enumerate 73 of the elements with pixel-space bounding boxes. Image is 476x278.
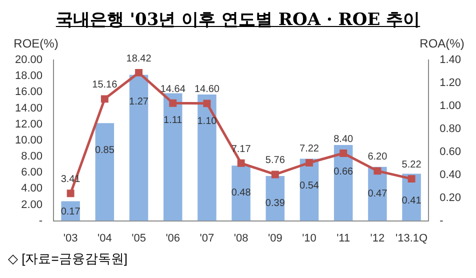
x-tick-label: '03 (63, 232, 78, 244)
data-label: 0.66 (334, 166, 354, 178)
y-tick-label: 8.00 (21, 150, 43, 163)
x-tick-label: '04 (98, 232, 112, 244)
bar (95, 123, 114, 221)
y-tick-label: 4.00 (21, 182, 43, 195)
bar (163, 93, 182, 221)
point (100, 95, 108, 103)
data-label: 6.20 (368, 152, 388, 163)
point (135, 68, 142, 76)
y2-axis-title: ROA(%) (420, 36, 464, 50)
x-tick-label: '13.1Q (396, 232, 428, 244)
y-tick-label: 6.00 (21, 166, 43, 179)
x-tick-label: '06 (166, 232, 180, 244)
data-label: 5.22 (402, 160, 422, 171)
data-label: 0.39 (265, 198, 286, 209)
y2-tick-label: 0.40 (440, 168, 462, 181)
text: ◇ [자료=금융감독원] (8, 250, 128, 268)
bar (232, 166, 250, 221)
point (203, 100, 211, 108)
y-tick-label: 20.00 (14, 54, 43, 66)
y-tick-label: 10.00 (14, 134, 43, 146)
y-tick-label: 2.00 (21, 198, 43, 211)
data-label: 0.54 (300, 180, 320, 192)
data-label: 14.60 (194, 84, 220, 96)
bar (402, 174, 421, 221)
data-label: 5.76 (265, 155, 286, 166)
x-tick-label: '08 (234, 232, 248, 244)
x-tick-label: '09 (268, 232, 282, 244)
x-tick-label: '12 (370, 232, 385, 244)
data-label: 0.41 (402, 195, 422, 206)
y2-tick-label: 0.60 (440, 146, 462, 158)
data-label: 7.22 (300, 144, 320, 154)
data-label: 8.40 (334, 134, 354, 146)
y-axis-title: ROE(%) (14, 36, 58, 50)
data-label: 1.11 (164, 115, 183, 126)
data-label: 0.48 (231, 187, 252, 198)
y-tick-label: 16.00 (14, 86, 43, 98)
bar (334, 144, 353, 221)
data-label: 15.16 (92, 80, 118, 91)
y2-tick-label: 1.20 (440, 77, 462, 90)
data-label: 1.27 (129, 96, 149, 108)
point (408, 175, 416, 183)
x-tick-label: '11 (336, 232, 350, 244)
point (66, 190, 74, 198)
bar (368, 166, 387, 221)
data-label: 1.10 (197, 116, 218, 128)
data-label: 0.17 (60, 206, 81, 218)
data-label: 18.42 (126, 53, 152, 64)
y-tick-label: 12.00 (14, 118, 43, 130)
bar (198, 94, 216, 221)
data-label: 0.85 (94, 144, 115, 156)
point (374, 167, 382, 175)
x-tick-label: '10 (302, 232, 316, 244)
y2-tick-label: 1.40 (440, 54, 462, 66)
data-label: 14.64 (160, 84, 186, 95)
bar (129, 74, 148, 221)
y2-tick-label: 0.20 (440, 192, 462, 204)
y2-tick-label: 1.00 (440, 100, 462, 112)
y-tick-label: - (38, 214, 43, 227)
point (340, 150, 348, 157)
x-tick-label: '07 (200, 232, 214, 244)
point (169, 99, 177, 107)
data-label: 0.47 (368, 188, 388, 200)
y2-tick-label: - (440, 214, 444, 227)
point (237, 159, 245, 167)
y-tick-label: 14.00 (14, 102, 43, 114)
y2-tick-label: 0.80 (440, 122, 462, 135)
x-tick-label: '05 (132, 232, 146, 244)
point (271, 170, 279, 178)
chart-title: 국내은행 '03년 이후 연도별 ROA · ROE 추이 (54, 9, 422, 32)
y-tick-label: 18.00 (14, 70, 43, 82)
point (306, 159, 313, 166)
